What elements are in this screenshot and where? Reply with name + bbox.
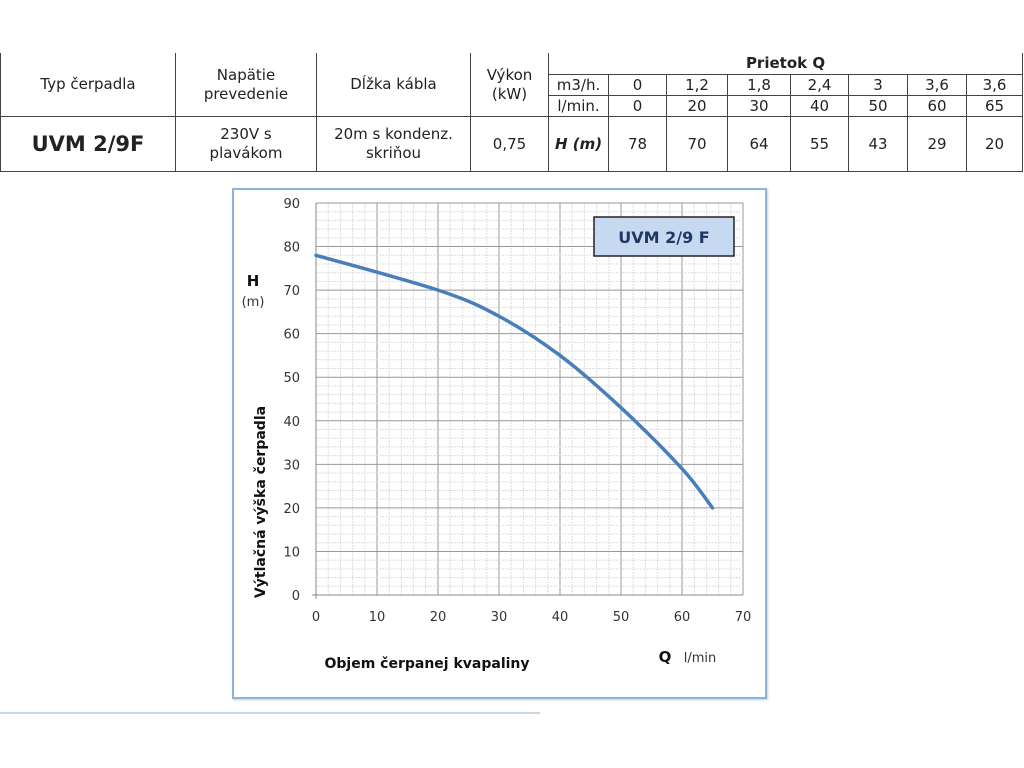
lmin-cell: 65 <box>965 95 1024 117</box>
y-tick-label: 70 <box>283 284 300 299</box>
series-line <box>314 253 715 510</box>
header-power: Výkon (kW) <box>470 53 549 117</box>
y-unit: (m) <box>242 295 265 310</box>
y-tick-label: 20 <box>283 502 300 517</box>
chart-title: UVM 2/9 F <box>618 228 709 247</box>
divider <box>0 712 540 714</box>
lmin-cell: 60 <box>907 95 967 117</box>
x-tick-label: 70 <box>735 610 752 625</box>
x-tick-label: 20 <box>430 610 447 625</box>
h-label: H (m) <box>548 116 609 172</box>
y-tick-label: 0 <box>292 589 300 604</box>
y-tick-label: 40 <box>283 415 300 430</box>
cable-cell: 20m s kondenz. skriňou <box>316 116 471 172</box>
m3h-cell: 3,6 <box>907 74 967 96</box>
voltage-cell: 230V s plavákom <box>175 116 317 172</box>
y-unit-symbol: H <box>247 272 260 290</box>
header-type: Typ čerpadla <box>0 53 176 117</box>
lmin-label: l/min. <box>548 95 609 117</box>
y-tick-label: 30 <box>283 458 300 473</box>
h-cell: 29 <box>907 116 967 172</box>
m3h-cell: 2,4 <box>790 74 849 96</box>
y-tick-label: 90 <box>283 197 300 212</box>
x-tick-label: 50 <box>613 610 630 625</box>
m3h-cell: 1,8 <box>727 74 791 96</box>
h-cell: 43 <box>848 116 908 172</box>
lmin-cell: 30 <box>727 95 791 117</box>
x-tick-label: 60 <box>674 610 691 625</box>
chart-title-box <box>593 216 735 257</box>
y-axis-label: Výtlačná výška čerpadla <box>253 406 269 598</box>
y-tick-label: 50 <box>283 371 300 386</box>
x-tick-label: 30 <box>491 610 508 625</box>
x-unit: l/min <box>684 651 717 666</box>
h-cell: 55 <box>790 116 849 172</box>
x-tick-label: 0 <box>312 610 320 625</box>
y-tick-label: 80 <box>283 241 300 256</box>
h-cell: 78 <box>608 116 667 172</box>
h-cell: 64 <box>727 116 791 172</box>
x-tick-label: 40 <box>552 610 569 625</box>
h-cell: 20 <box>965 116 1024 172</box>
spec-table: Typ čerpadla Napätie prevedenie Dĺžka káb… <box>0 53 1024 172</box>
x-unit-symbol: Q <box>659 648 672 666</box>
model-cell: UVM 2/9F <box>0 116 176 172</box>
power-cell: 0,75 <box>470 116 549 172</box>
y-tick-label: 60 <box>283 328 300 343</box>
x-axis-label: Objem čerpanej kvapaliny <box>324 656 529 672</box>
m3h-label: m3/h. <box>548 74 609 96</box>
header-voltage: Napätie prevedenie <box>175 53 317 117</box>
y-tick-label: 10 <box>283 545 300 560</box>
x-tick-label: 10 <box>369 610 386 625</box>
